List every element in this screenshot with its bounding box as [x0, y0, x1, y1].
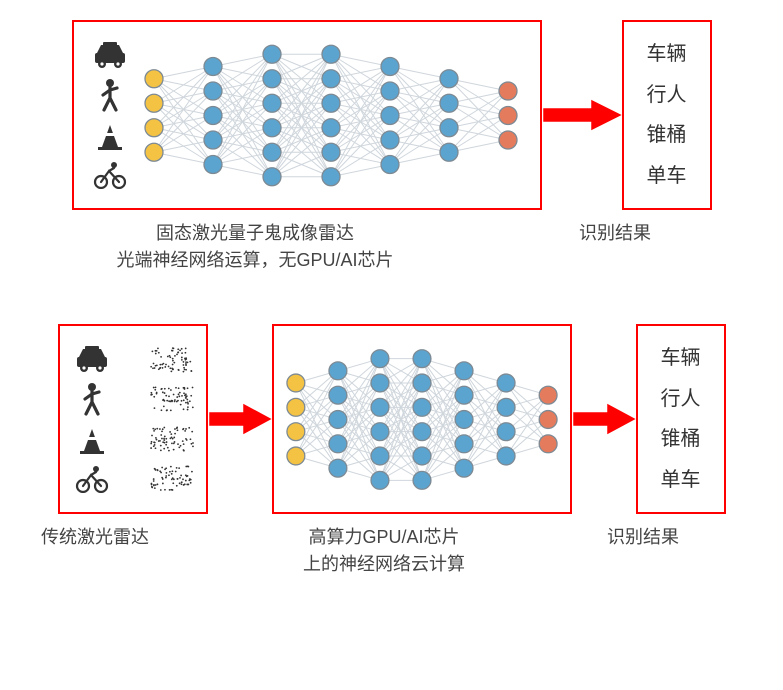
top-center-caption: 固态激光量子鬼成像雷达 光端神经网络运算，无GPU/AI芯片 — [20, 220, 490, 274]
output-item: 车辆 — [661, 342, 701, 374]
bottom-output-box: 车辆 行人 锥桶 单车 — [636, 324, 726, 514]
caption-line: 上的神经网络云计算 — [234, 551, 534, 578]
top-icons — [84, 28, 136, 202]
bottom-arrow-1 — [208, 399, 272, 439]
pointcloud-icon — [148, 424, 196, 454]
pointcloud-icon — [148, 345, 196, 375]
top-output-box: 车辆 行人 锥桶 单车 — [622, 20, 712, 210]
car-icon — [74, 345, 110, 373]
output-item: 车辆 — [647, 38, 687, 70]
top-right-caption: 识别结果 — [570, 220, 660, 247]
bottom-arrow-2 — [572, 399, 636, 439]
arrow-icon — [208, 399, 272, 439]
bottom-input-box — [58, 324, 208, 514]
cone-icon — [77, 426, 107, 456]
output-item: 行人 — [647, 79, 687, 111]
arrow-icon — [542, 95, 622, 135]
caption-line: 光端神经网络运算，无GPU/AI芯片 — [20, 247, 490, 274]
bottom-captions: 传统激光雷达 高算力GPU/AI芯片 上的神经网络云计算 识别结果 — [20, 524, 763, 578]
caption-line: 高算力GPU/AI芯片 — [234, 524, 534, 551]
bottom-nn — [278, 332, 566, 507]
bottom-row: 车辆 行人 锥桶 单车 — [20, 324, 763, 514]
output-item: 锥桶 — [647, 119, 687, 151]
bottom-pointclouds — [144, 332, 200, 506]
arrow-icon — [572, 399, 636, 439]
pedestrian-icon — [78, 382, 106, 416]
caption-line: 固态激光量子鬼成像雷达 — [20, 220, 490, 247]
top-bigbox — [72, 20, 542, 210]
top-nn — [136, 28, 526, 203]
output-item: 锥桶 — [661, 423, 701, 455]
top-arrow — [542, 95, 622, 135]
cyclist-icon — [92, 161, 128, 189]
pointcloud-icon — [148, 384, 196, 414]
car-icon — [92, 41, 128, 69]
pedestrian-icon — [96, 78, 124, 112]
cyclist-icon — [74, 465, 110, 493]
top-captions: 固态激光量子鬼成像雷达 光端神经网络运算，无GPU/AI芯片 识别结果 — [20, 220, 763, 274]
bottom-nn-box — [272, 324, 572, 514]
output-item: 单车 — [661, 464, 701, 496]
bottom-right-caption: 识别结果 — [598, 524, 688, 551]
cone-icon — [95, 122, 125, 152]
bottom-icons — [66, 332, 118, 506]
bottom-left-caption: 传统激光雷达 — [20, 524, 170, 551]
pointcloud-icon — [148, 463, 196, 493]
top-row: 车辆 行人 锥桶 单车 — [20, 20, 763, 210]
output-item: 行人 — [661, 383, 701, 415]
bottom-center-caption: 高算力GPU/AI芯片 上的神经网络云计算 — [234, 524, 534, 578]
output-item: 单车 — [647, 160, 687, 192]
